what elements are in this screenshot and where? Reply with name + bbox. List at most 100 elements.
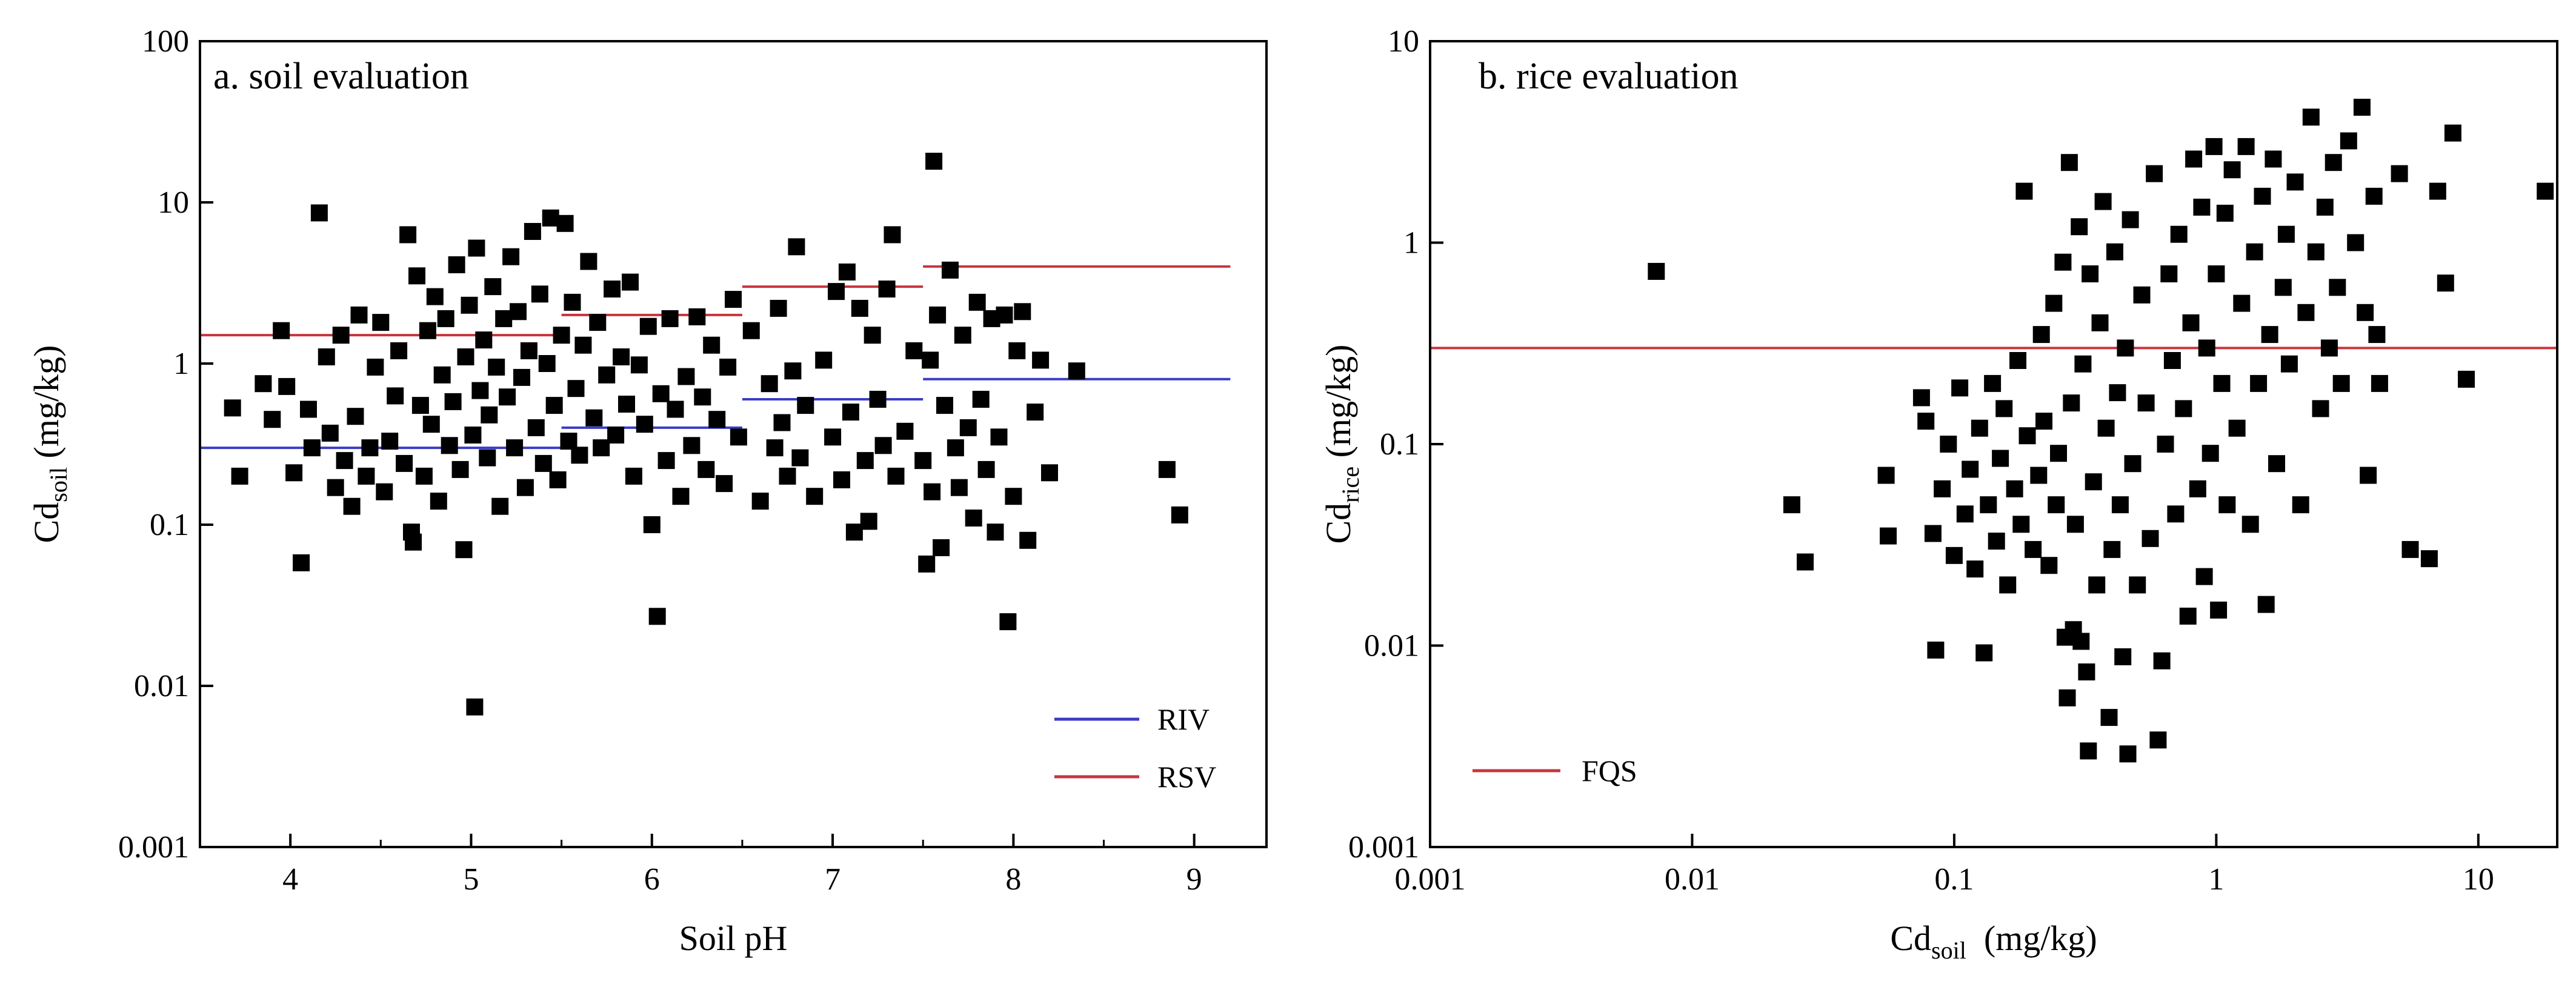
panel-b-point <box>2223 161 2241 179</box>
panel-a-point <box>264 411 281 428</box>
panel-a-point <box>484 278 502 296</box>
panel-a-y-tick-label: 100 <box>142 24 189 59</box>
panel-a-plot-frame <box>199 40 1268 848</box>
panel-a-point <box>510 303 527 321</box>
panel-a-soil-evaluation: 4 5 6 7 8 9 0.001 0.01 0.1 1 10 100 a. soil evalua… <box>27 24 1268 958</box>
panel-b-point <box>2137 394 2155 412</box>
panel-b-point <box>1980 496 1997 514</box>
panel-b-point <box>2045 294 2063 312</box>
panel-a-point <box>310 204 328 222</box>
panel-b-point <box>1966 560 1984 578</box>
panel-a-legend-label-riv: RIV <box>1157 702 1210 736</box>
panel-b-point <box>2085 473 2102 491</box>
panel-b-point <box>1924 525 1942 542</box>
panel-b-point <box>2133 286 2151 304</box>
panel-a-point <box>502 248 520 265</box>
panel-b-legend-label-fqs: FQS <box>1582 754 1637 788</box>
panel-b-point <box>2012 516 2030 533</box>
panel-a-title: a. soil evaluation <box>213 56 469 97</box>
panel-b-point <box>2189 480 2206 497</box>
panel-a-point <box>556 214 574 232</box>
panel-a-point <box>972 391 990 408</box>
panel-b-y-tick-label: 0.1 <box>1380 427 1419 462</box>
panel-a-point <box>996 306 1013 324</box>
panel-a-point <box>422 416 440 433</box>
panel-b-point <box>2368 326 2386 344</box>
panel-b-point <box>2179 607 2197 625</box>
panel-a-point <box>860 513 877 530</box>
panel-b-point <box>2401 540 2419 558</box>
panel-b-point <box>2094 193 2112 210</box>
panel-b-point <box>1992 450 2009 467</box>
panel-b-point <box>2142 530 2159 547</box>
panel-b-point <box>2111 496 2129 514</box>
panel-a-point <box>553 327 570 344</box>
panel-b-point <box>2237 138 2255 155</box>
panel-b-point <box>2233 294 2251 312</box>
panel-a-point <box>327 479 344 496</box>
panel-a-point <box>567 380 585 397</box>
panel-a-y-axis-title-sub: soil <box>45 467 72 502</box>
panel-a-point <box>531 285 548 303</box>
panel-a-point <box>303 439 321 457</box>
panel-b-y-tick-label: 0.001 <box>1348 830 1419 865</box>
panel-a-point <box>922 351 939 369</box>
panel-a-point <box>784 362 802 380</box>
panel-a-point <box>806 488 824 505</box>
panel-a-point <box>896 422 914 440</box>
panel-b-point <box>1934 480 1951 497</box>
panel-b-point <box>2097 419 2115 437</box>
panel-b-point <box>2157 436 2174 453</box>
panel-b-point <box>2286 173 2304 191</box>
panel-a-point <box>657 452 675 470</box>
panel-a-point <box>396 454 413 472</box>
panel-b-point <box>2218 496 2236 514</box>
panel-a-point <box>574 336 592 354</box>
panel-a-x-ticks: 4 5 6 7 8 9 <box>199 834 1202 897</box>
panel-a-point <box>622 273 639 291</box>
panel-a-point <box>332 327 350 344</box>
panel-a-point <box>878 281 896 297</box>
panel-b-point <box>2119 745 2137 763</box>
panel-b-point <box>2198 339 2215 357</box>
panel-b-point <box>2277 225 2295 243</box>
panel-b-point <box>1995 400 2013 417</box>
panel-b-point <box>2420 550 2438 568</box>
panel-a-point <box>607 427 625 444</box>
panel-a-point <box>947 439 964 457</box>
panel-a-point <box>815 351 833 369</box>
panel-a-point <box>437 310 454 327</box>
panel-b-point <box>2050 445 2067 462</box>
panel-a-y-axis-title-main: Cd <box>27 502 66 543</box>
panel-b-point <box>2185 150 2203 168</box>
panel-a-point <box>411 397 429 414</box>
panel-b-point <box>1880 527 1897 545</box>
panel-b-point <box>2091 314 2109 331</box>
panel-a-y-axis-title: Cdsoil (mg/kg) <box>27 345 72 543</box>
panel-b-point <box>2193 198 2211 216</box>
panel-b-point <box>2025 540 2042 558</box>
panel-a-point <box>358 467 375 485</box>
panel-a-point <box>441 437 458 454</box>
panel-b-point <box>2030 467 2048 484</box>
panel-b-point <box>1927 641 1945 659</box>
panel-b-y-axis-title-main: Cd <box>1319 503 1358 544</box>
panel-b-point <box>2182 314 2200 331</box>
panel-a-point <box>864 327 881 344</box>
panel-b-point <box>2437 274 2454 292</box>
panel-a-point <box>405 533 422 551</box>
panel-b-rice-evaluation: 0.001 0.01 0.1 1 10 0.001 0.01 0.1 1 10 b. rice … <box>1319 24 2558 964</box>
panel-a-point <box>851 299 868 317</box>
panel-a-point <box>415 467 433 485</box>
panel-a-point <box>708 411 726 428</box>
panel-a-point <box>524 223 541 240</box>
panel-a-point <box>959 419 977 436</box>
panel-b-point <box>2054 253 2072 271</box>
panel-a-point <box>455 541 473 559</box>
panel-a-point <box>604 281 621 297</box>
panel-a-point <box>419 322 436 339</box>
panel-a-point <box>285 464 303 482</box>
panel-b-point <box>2325 154 2342 171</box>
